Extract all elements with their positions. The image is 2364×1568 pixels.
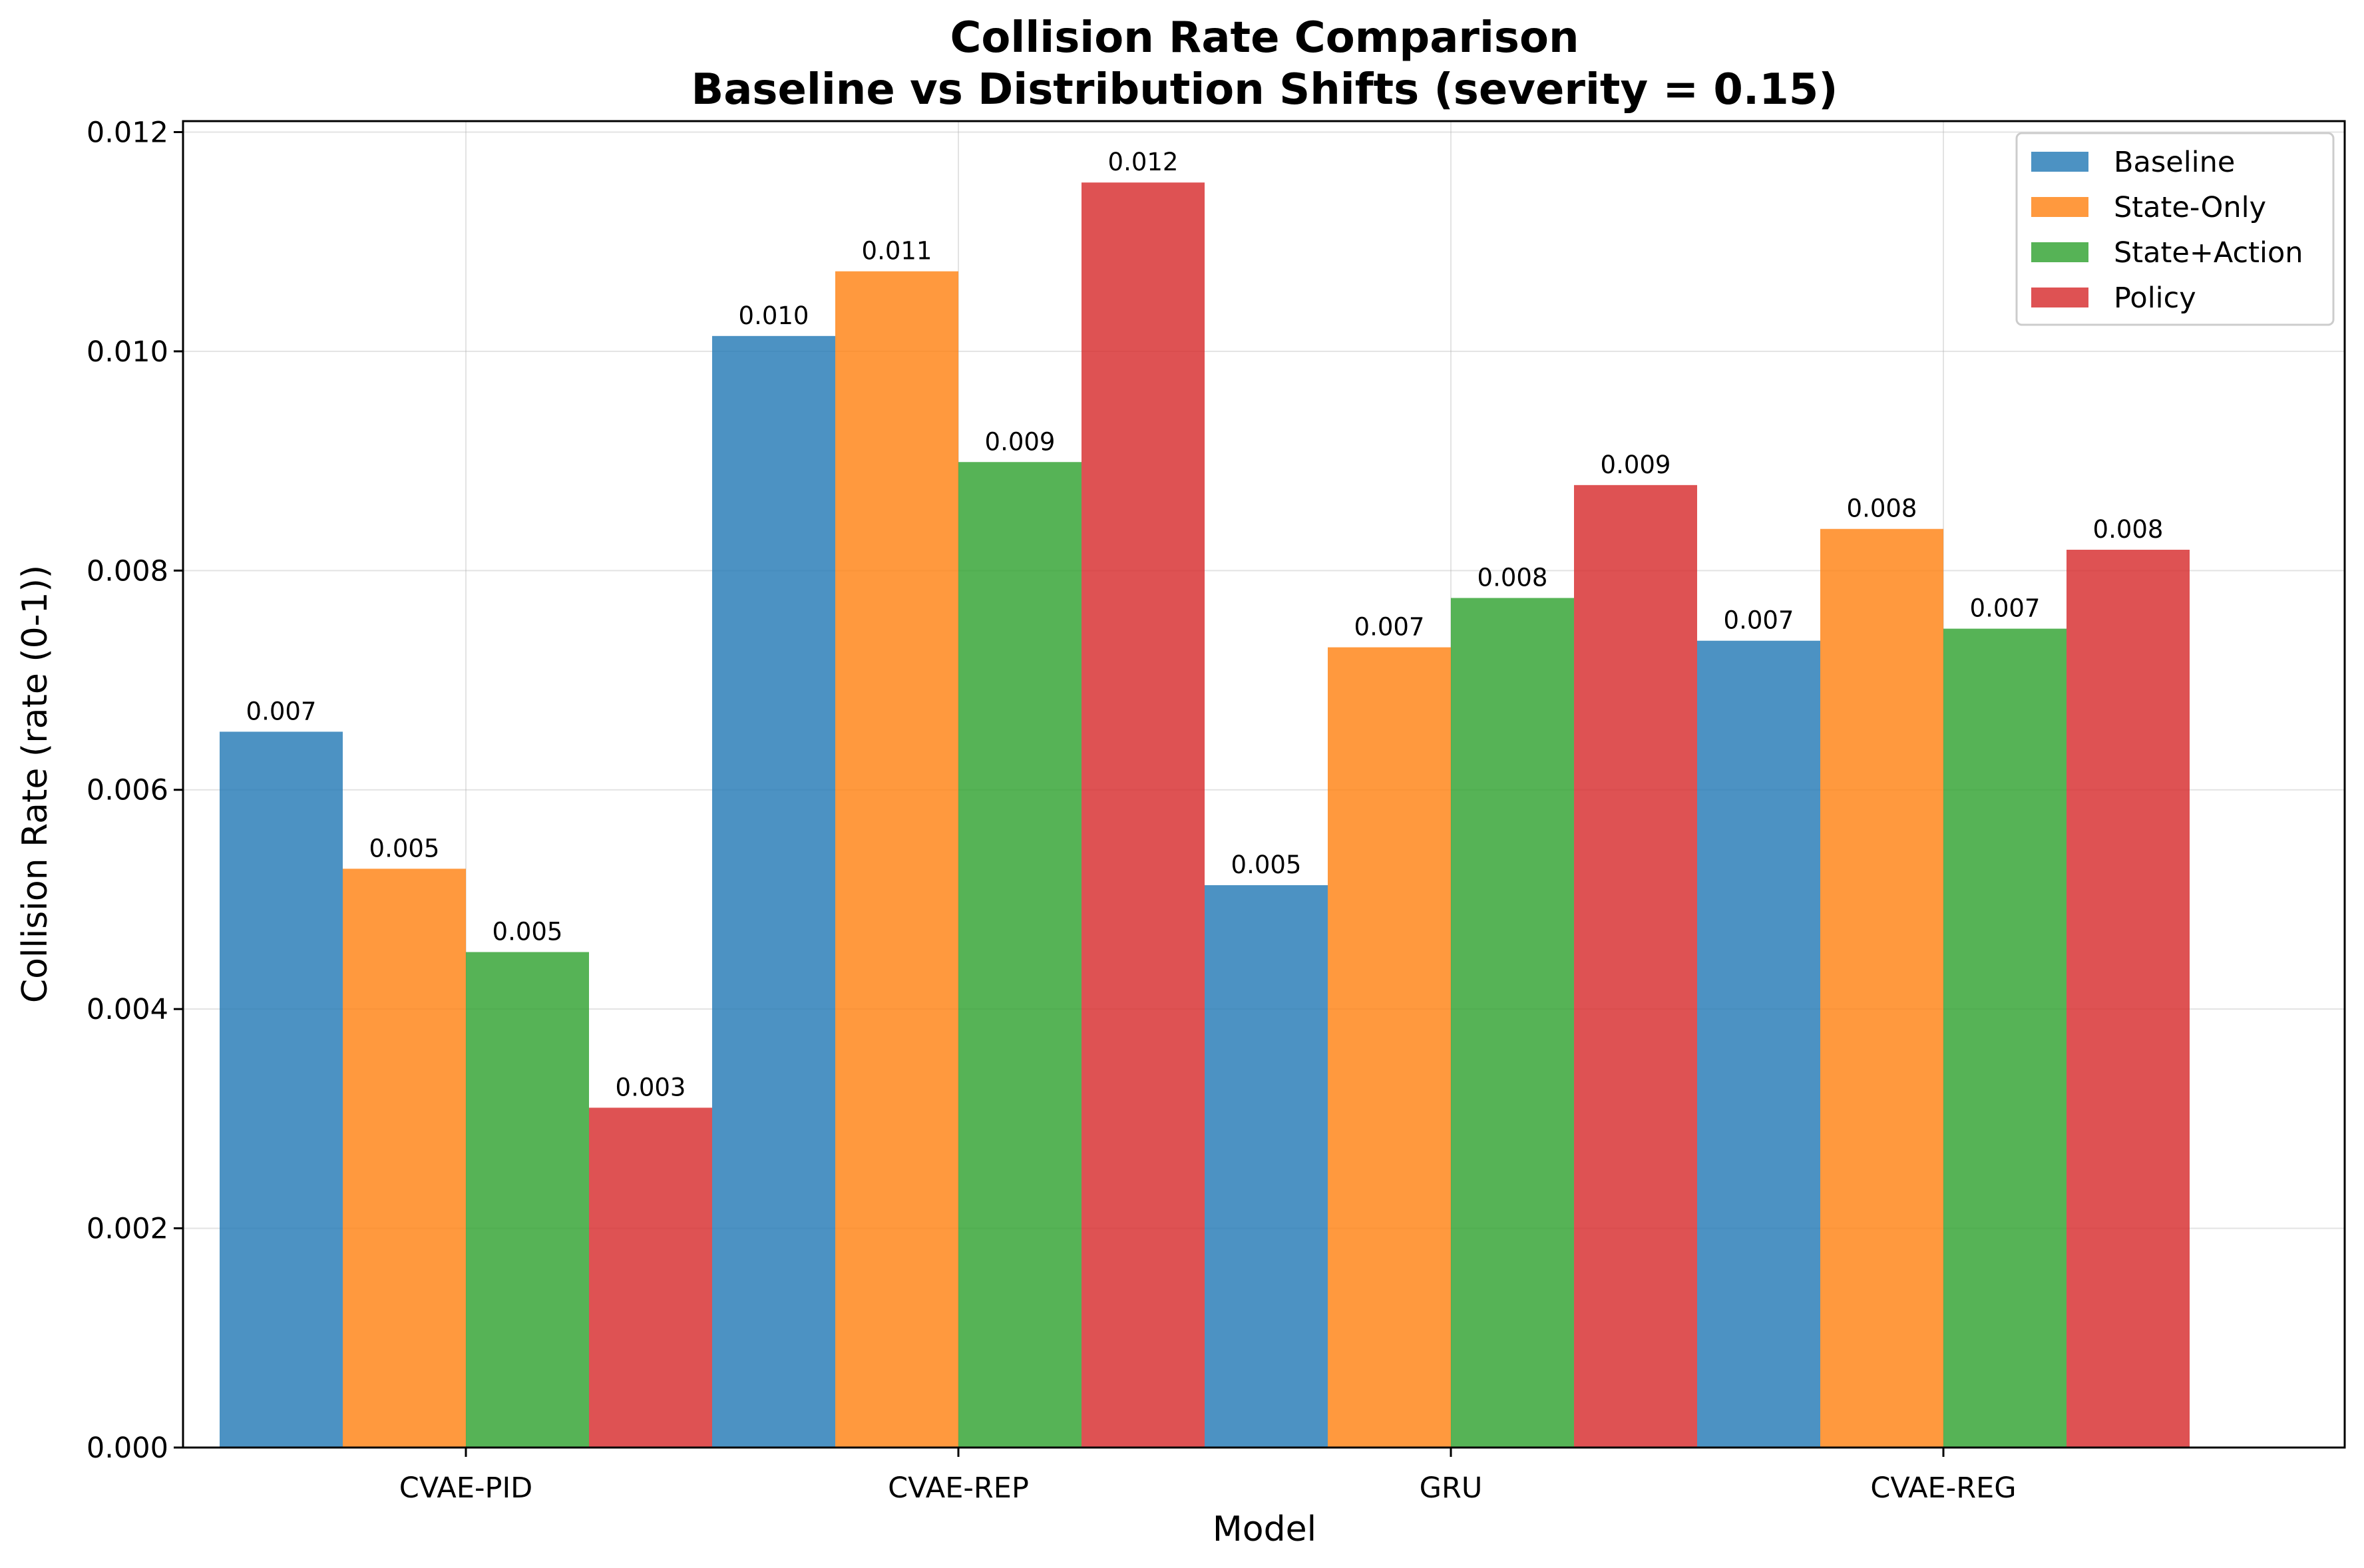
- legend: Baseline State-Only State+Action Policy: [2015, 132, 2335, 326]
- legend-label: State+Action: [2114, 236, 2303, 270]
- bar: [1574, 485, 1697, 1448]
- legend-label: Baseline: [2114, 146, 2235, 179]
- bar-value-label: 0.007: [1970, 594, 2041, 623]
- bar: [2067, 550, 2190, 1448]
- bar-value-label: 0.011: [862, 237, 932, 266]
- y-tick-label: 0.008: [87, 554, 168, 588]
- bar: [1697, 640, 1820, 1448]
- bar: [1943, 628, 2067, 1448]
- bar: [1820, 528, 1943, 1448]
- y-axis: 0.000 0.002 0.004 0.006 0.008 0.010 0.012: [87, 116, 183, 1465]
- bar-value-label: 0.005: [492, 918, 563, 946]
- bar-value-label: 0.008: [1847, 494, 1917, 523]
- bar-value-label: 0.005: [369, 834, 440, 863]
- y-tick-label: 0.002: [87, 1213, 168, 1246]
- x-tick-label: CVAE-PID: [399, 1471, 533, 1505]
- legend-label: State-Only: [2114, 191, 2266, 224]
- bar: [589, 1107, 712, 1448]
- bar-value-label: 0.008: [1478, 563, 1548, 592]
- x-tick-label: CVAE-REG: [1870, 1471, 2016, 1505]
- legend-swatch: [2031, 197, 2088, 217]
- bar-value-label: 0.012: [1108, 148, 1179, 176]
- bar: [466, 952, 589, 1448]
- legend-swatch: [2031, 242, 2088, 262]
- y-tick-label: 0.012: [87, 116, 168, 149]
- x-tick-label: CVAE-REP: [888, 1471, 1029, 1505]
- bar: [1082, 182, 1205, 1448]
- bar: [343, 869, 466, 1448]
- legend-swatch: [2031, 288, 2088, 307]
- bar: [1451, 598, 1574, 1448]
- bar: [220, 731, 343, 1448]
- bar: [1328, 647, 1451, 1448]
- legend-box: [2015, 132, 2335, 326]
- legend-swatch: [2031, 152, 2088, 172]
- bar-value-label: 0.007: [1724, 606, 1794, 635]
- bar: [712, 335, 835, 1448]
- y-tick-label: 0.006: [87, 774, 168, 807]
- x-tick-label: GRU: [1420, 1471, 1483, 1505]
- chart-title: Collision Rate Comparison: [950, 13, 1579, 63]
- bar-value-label: 0.007: [246, 697, 317, 725]
- bar-value-label: 0.009: [985, 427, 1056, 456]
- bar-value-label: 0.007: [1354, 613, 1425, 642]
- chart-subtitle: Baseline vs Distribution Shifts (severit…: [691, 65, 1838, 114]
- bars: [220, 182, 2190, 1448]
- x-axis: CVAE-PID CVAE-REP GRU CVAE-REG: [399, 1448, 2017, 1505]
- y-tick-label: 0.010: [87, 335, 168, 369]
- legend-label: Policy: [2114, 282, 2196, 315]
- bar-value-label: 0.003: [616, 1073, 686, 1101]
- bar: [1205, 885, 1328, 1448]
- x-axis-label: Model: [1213, 1509, 1316, 1549]
- y-tick-label: 0.000: [87, 1432, 168, 1465]
- bar-value-label: 0.005: [1231, 851, 1302, 879]
- y-tick-label: 0.004: [87, 993, 168, 1026]
- data-labels: 0.007 0.010 0.005 0.007 0.005 0.011 0.007 0.008…: [246, 148, 2164, 1101]
- bar: [835, 271, 958, 1448]
- bar-value-label: 0.009: [1601, 451, 1671, 479]
- plot-frame: [182, 120, 2346, 1449]
- y-axis-label: Collision Rate (rate (0-1)): [15, 565, 55, 1003]
- bar: [958, 462, 1082, 1448]
- bar-value-label: 0.010: [739, 301, 809, 330]
- bar-value-label: 0.008: [2093, 515, 2164, 544]
